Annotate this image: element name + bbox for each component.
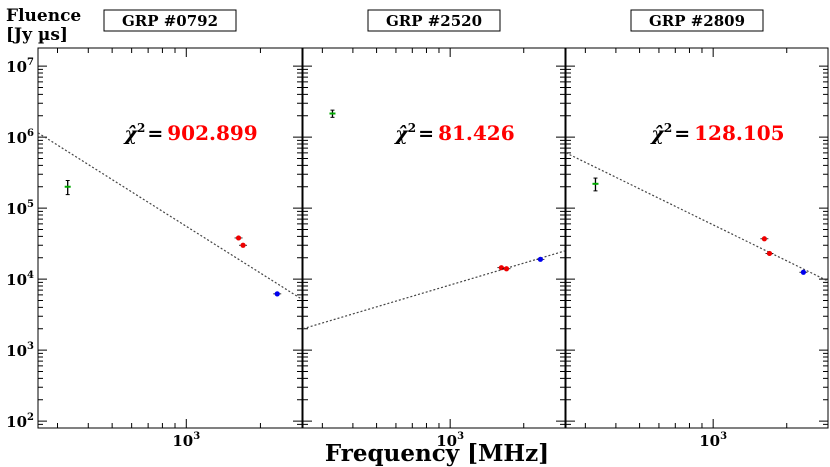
y-axis-label: Fluence [Jy µs] xyxy=(6,6,81,45)
y-tick-label-exp: 4 xyxy=(27,270,34,281)
y-tick-label-exp: 7 xyxy=(27,57,34,68)
y-tick-label-base: 10 xyxy=(6,413,27,431)
chi2-annotation: χ̂2 = 128.105 xyxy=(649,121,784,145)
panel-title-box xyxy=(630,9,764,32)
chi2-symbol: χ̂ xyxy=(649,123,665,145)
y-tick-label: 104 xyxy=(6,270,34,289)
x-tick-label: 103 xyxy=(699,431,727,450)
x-tick-label-exp: 3 xyxy=(720,431,727,442)
chi2-exponent: 2 xyxy=(137,121,145,135)
data-point xyxy=(537,256,544,262)
y-tick-label-base: 10 xyxy=(6,200,27,218)
y-tick-label-base: 10 xyxy=(6,342,27,360)
chi2-annotation: χ̂2 = 81.426 xyxy=(393,121,514,145)
x-axis-label: Frequency [MHz] xyxy=(325,440,549,467)
y-tick-label-exp: 2 xyxy=(27,412,34,423)
chi2-equals: = xyxy=(147,123,163,145)
x-tick-label-base: 10 xyxy=(172,432,193,450)
y-tick-label: 106 xyxy=(6,128,34,147)
y-tick-label-base: 10 xyxy=(6,129,27,147)
y-tick-label: 107 xyxy=(6,57,34,76)
plot-frame xyxy=(565,47,829,429)
fit-line xyxy=(566,152,828,282)
panel-title-box xyxy=(367,9,501,32)
fit-line xyxy=(38,132,302,300)
x-tick-label: 103 xyxy=(436,431,464,450)
chi2-symbol: χ̂ xyxy=(122,123,138,145)
chi2-value: 902.899 xyxy=(167,121,257,145)
data-point xyxy=(800,269,807,275)
y-tick-label-base: 10 xyxy=(6,58,27,76)
x-tick-label: 103 xyxy=(172,431,200,450)
chi2-symbol: χ̂ xyxy=(393,123,409,145)
data-point xyxy=(235,235,242,241)
y-axis-label-line2: [Jy µs] xyxy=(6,25,68,45)
x-tick-label-exp: 3 xyxy=(193,431,200,442)
x-tick-label-base: 10 xyxy=(699,432,720,450)
chi2-exponent: 2 xyxy=(408,121,416,135)
plot-frame xyxy=(37,47,303,429)
panel-3: 103 GRP #2809 χ̂2 = 128.105 xyxy=(565,9,829,450)
y-axis-label-line1: Fluence xyxy=(6,6,81,26)
y-tick-label-exp: 3 xyxy=(27,341,34,352)
x-tick-label-base: 10 xyxy=(436,432,457,450)
panel-title-box xyxy=(103,9,237,32)
y-tick-label: 102 xyxy=(6,412,34,431)
panel-2: 103 GRP #2520 χ̂2 = 81.426 xyxy=(302,9,566,450)
chi2-annotation: χ̂2 = 902.899 xyxy=(122,121,257,145)
chi2-value: 81.426 xyxy=(438,121,515,145)
chi2-exponent: 2 xyxy=(664,121,672,135)
data-point xyxy=(498,265,504,271)
x-tick-label-exp: 3 xyxy=(457,431,464,442)
panel-title: GRP #2809 xyxy=(649,12,745,30)
panel-title: GRP #0792 xyxy=(122,12,218,30)
fit-line xyxy=(303,250,565,330)
data-point xyxy=(274,291,280,297)
y-tick-label-exp: 6 xyxy=(27,128,34,139)
plot-frame xyxy=(302,47,566,429)
data-point xyxy=(503,266,510,272)
y-tick-label-base: 10 xyxy=(6,271,27,289)
y-tick-label: 103 xyxy=(6,341,34,360)
data-point xyxy=(766,250,773,257)
y-tick-label-exp: 5 xyxy=(27,199,34,210)
chi2-equals: = xyxy=(674,123,690,145)
chi2-value: 128.105 xyxy=(694,121,784,145)
panel-title: GRP #2520 xyxy=(386,12,482,30)
y-tick-label: 105 xyxy=(6,199,34,218)
data-point xyxy=(240,242,246,248)
data-point xyxy=(761,236,767,242)
chi2-equals: = xyxy=(418,123,434,145)
